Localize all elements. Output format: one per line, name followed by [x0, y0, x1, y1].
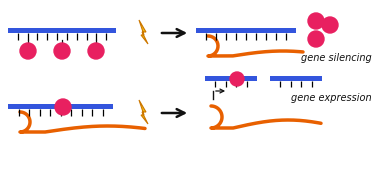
- Circle shape: [88, 43, 104, 59]
- Text: gene expression: gene expression: [291, 93, 372, 103]
- Circle shape: [308, 13, 324, 29]
- Circle shape: [230, 72, 244, 86]
- Bar: [196, 28, 296, 33]
- Bar: [8, 28, 116, 33]
- Circle shape: [55, 99, 71, 115]
- Circle shape: [308, 31, 324, 47]
- Polygon shape: [139, 20, 148, 44]
- Bar: [8, 104, 113, 109]
- Polygon shape: [139, 100, 148, 124]
- Circle shape: [322, 17, 338, 33]
- Bar: [205, 76, 257, 81]
- Bar: [270, 76, 322, 81]
- Circle shape: [20, 43, 36, 59]
- Circle shape: [54, 43, 70, 59]
- Text: gene silencing: gene silencing: [301, 53, 372, 63]
